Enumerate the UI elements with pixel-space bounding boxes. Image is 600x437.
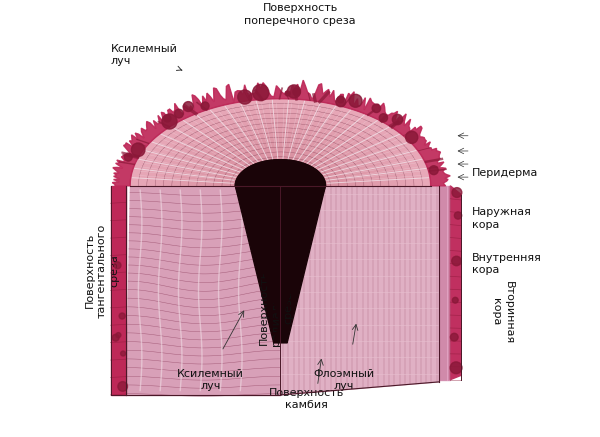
Polygon shape	[172, 123, 389, 186]
Circle shape	[112, 334, 119, 341]
Circle shape	[201, 102, 209, 110]
Polygon shape	[439, 186, 450, 380]
Polygon shape	[112, 80, 450, 186]
Circle shape	[253, 84, 269, 101]
Text: Внутренняя
кора: Внутренняя кора	[472, 253, 542, 275]
Polygon shape	[235, 160, 325, 186]
Circle shape	[372, 104, 380, 113]
Polygon shape	[126, 186, 280, 395]
Polygon shape	[155, 113, 406, 186]
Polygon shape	[130, 99, 431, 186]
Text: Поверхность
радиального
среза: Поверхность радиального среза	[259, 270, 293, 346]
Circle shape	[114, 262, 121, 269]
Circle shape	[184, 102, 193, 111]
Circle shape	[119, 313, 125, 319]
Text: Ксилемный
луч: Ксилемный луч	[110, 44, 182, 70]
Polygon shape	[188, 132, 372, 186]
Circle shape	[452, 187, 462, 198]
Polygon shape	[197, 137, 364, 186]
Circle shape	[121, 351, 125, 356]
Circle shape	[293, 88, 300, 96]
Circle shape	[124, 153, 132, 161]
Polygon shape	[235, 186, 325, 343]
Circle shape	[285, 91, 290, 96]
Polygon shape	[235, 160, 325, 343]
Polygon shape	[247, 166, 314, 186]
Polygon shape	[450, 186, 461, 380]
Text: Поверхность
тангентального
среза: Поверхность тангентального среза	[85, 224, 119, 318]
Circle shape	[349, 94, 362, 107]
Text: Поверхность
камбия: Поверхность камбия	[269, 388, 344, 410]
Polygon shape	[180, 128, 380, 186]
Circle shape	[287, 85, 301, 98]
Text: Ксилемный
луч: Ксилемный луч	[177, 369, 244, 391]
Polygon shape	[239, 162, 322, 186]
Circle shape	[379, 114, 388, 122]
Circle shape	[392, 114, 403, 125]
Text: Флоэмный
луч: Флоэмный луч	[313, 369, 374, 391]
Circle shape	[116, 333, 121, 338]
Polygon shape	[256, 171, 305, 186]
Circle shape	[451, 333, 458, 341]
Circle shape	[118, 382, 127, 391]
Circle shape	[454, 212, 461, 219]
Polygon shape	[263, 176, 297, 186]
Circle shape	[337, 96, 344, 103]
Circle shape	[336, 97, 346, 107]
Polygon shape	[214, 147, 347, 186]
Text: Вторинная
кора: Вторинная кора	[491, 281, 514, 344]
Circle shape	[175, 109, 183, 118]
Circle shape	[406, 131, 418, 143]
Polygon shape	[205, 142, 356, 186]
Text: Перидерма: Перидерма	[472, 168, 538, 178]
Circle shape	[430, 166, 438, 175]
Polygon shape	[222, 152, 339, 186]
Circle shape	[450, 362, 462, 374]
Polygon shape	[147, 108, 414, 186]
Circle shape	[164, 115, 171, 122]
Polygon shape	[164, 118, 397, 186]
Polygon shape	[110, 186, 126, 395]
Polygon shape	[280, 186, 439, 395]
Circle shape	[238, 90, 252, 104]
Text: Поверхность
поперечного среза: Поверхность поперечного среза	[244, 3, 356, 26]
Polygon shape	[139, 104, 422, 186]
Circle shape	[452, 297, 458, 303]
Circle shape	[131, 143, 145, 156]
Circle shape	[452, 256, 461, 266]
Polygon shape	[230, 157, 331, 186]
Text: Наружная
кора: Наружная кора	[472, 207, 532, 230]
Polygon shape	[272, 181, 289, 186]
Circle shape	[162, 114, 177, 129]
